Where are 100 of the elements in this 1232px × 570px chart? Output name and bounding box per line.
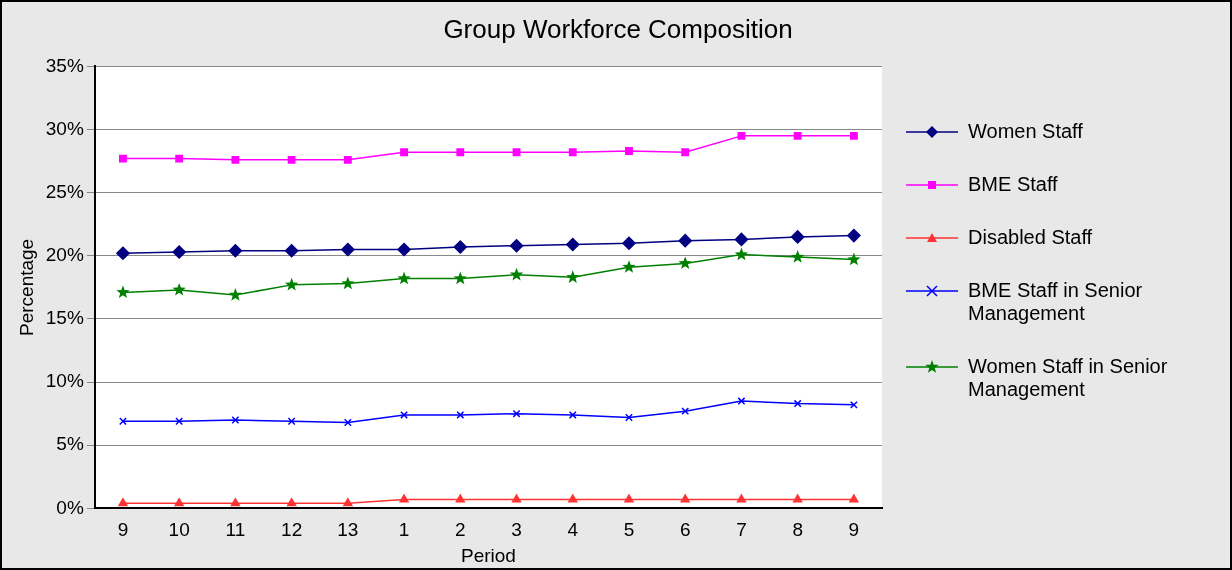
x-tick-label: 8 [792,519,803,541]
y-tick-label: 5% [56,433,84,455]
legend-label: Women Staff [968,120,1083,143]
point [397,271,411,285]
point [228,287,243,301]
point [790,230,805,244]
x-tick-label: 5 [623,519,635,541]
y-axis-title: Percentage [15,238,37,336]
point [847,252,861,266]
point [849,494,859,503]
point [397,242,411,257]
point [509,267,524,281]
point [737,397,746,405]
y-tick-label: 30% [45,117,84,139]
point [284,277,299,291]
legend-label: BME Staff [968,173,1058,196]
point [849,400,858,409]
point [453,240,468,254]
point [511,494,522,503]
point [116,246,130,261]
point [793,494,803,503]
point [175,417,184,426]
point [737,131,746,140]
point [566,237,580,252]
point [343,155,352,164]
point [568,411,577,419]
point [400,411,409,419]
y-tick-label: 25% [45,180,84,202]
point [680,494,690,503]
point [625,413,633,422]
x-tick-label: 7 [736,519,747,541]
x-tick-label: 13 [337,519,359,541]
point [231,416,240,424]
point [231,155,240,164]
x-tick-label: 9 [117,519,129,541]
point [734,232,749,247]
point [455,494,465,503]
point [286,498,297,507]
point [453,271,467,285]
x-tick-label: 11 [225,519,246,541]
point [341,276,355,290]
legend-label: Women Staff in Senior Management [968,355,1169,401]
x-axis-title: Period [460,544,516,566]
legend-label: Disabled Staff [968,226,1093,249]
point [566,270,580,283]
point [849,131,858,140]
point [400,148,409,157]
point [343,498,353,507]
point [172,245,186,259]
point [118,498,128,507]
point [119,154,127,163]
point [847,228,861,243]
x-tick-label: 10 [168,519,190,541]
point [174,498,184,507]
point [287,155,296,164]
point [793,399,802,408]
point [568,494,578,503]
point [568,148,577,157]
point [678,233,692,248]
point [791,250,805,263]
point [681,407,690,416]
point [622,260,636,273]
y-tick-label: 0% [56,496,84,518]
point [512,148,521,157]
point [736,494,747,503]
point [230,498,241,507]
point [624,494,634,503]
y-tick-label: 35% [45,54,84,76]
x-tick-label: 9 [848,519,860,541]
point [175,154,184,163]
x-tick-label: 4 [567,519,579,541]
point [793,131,802,140]
y-tick-label: 20% [45,244,84,266]
point [456,411,465,419]
chart-title: Group Workforce Composition [442,14,794,45]
point [399,494,409,503]
y-tick-label: 15% [45,307,84,329]
point [622,236,636,250]
point [509,238,524,253]
point [734,247,749,261]
point [512,409,521,418]
point [625,147,633,155]
point [343,418,352,427]
point [287,417,296,426]
legend-label: BME Staff in Senior Management [968,279,1144,325]
point [678,256,692,270]
point [341,242,355,257]
y-tick-label: 10% [45,370,84,392]
point [228,244,243,258]
x-tick-label: 1 [398,519,410,541]
x-tick-label: 6 [679,519,691,541]
x-tick-label: 3 [511,519,522,541]
point [284,244,299,258]
point [119,417,127,426]
x-tick-label: 2 [455,519,466,541]
point [116,285,130,299]
x-tick-label: 12 [281,519,303,541]
point [456,148,465,157]
point [172,282,186,296]
point [681,148,690,157]
